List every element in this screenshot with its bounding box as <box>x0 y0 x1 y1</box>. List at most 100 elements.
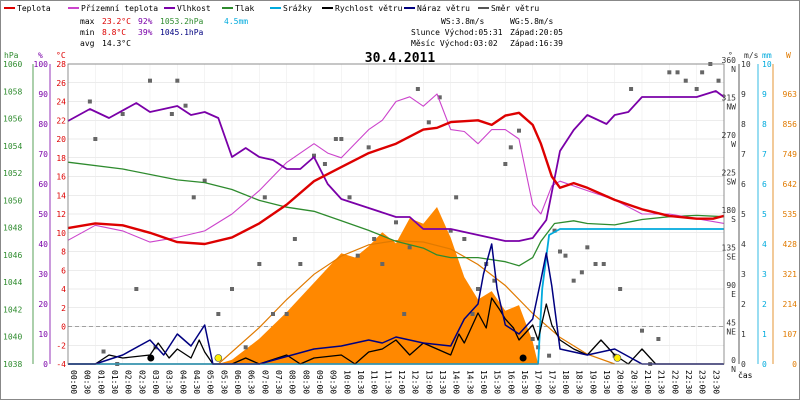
axis-label-x: čas <box>738 370 753 380</box>
wind-direction-point <box>183 103 188 108</box>
wind-direction-point <box>202 178 207 183</box>
tick-label-x: 02:00 <box>124 370 133 394</box>
plot-frame <box>67 63 725 365</box>
wind-direction-point <box>284 312 289 316</box>
axis-unit-w: W <box>786 51 791 60</box>
wind-direction-point <box>380 262 385 266</box>
tick-label-mm: 4 <box>762 240 767 249</box>
tick-label-w: 428 <box>783 240 798 249</box>
tick-label-x: 13:30 <box>438 370 447 394</box>
tick-label-w: 749 <box>783 150 798 159</box>
wind-direction-point <box>243 345 248 350</box>
temperature-line <box>67 111 725 246</box>
legend-label: Směr větru <box>491 4 539 13</box>
tick-label-x: 07:00 <box>260 370 269 394</box>
tick-label-x: 11:00 <box>370 370 379 394</box>
tick-label-c: 24 <box>56 98 66 107</box>
wind-direction-point <box>470 312 475 316</box>
tick-label-x: 19:30 <box>602 370 611 394</box>
tick-label-x: 19:00 <box>588 370 597 394</box>
tick-label-x: 21:00 <box>643 370 652 394</box>
tick-label-x: 05:30 <box>219 370 228 394</box>
wind-direction-point <box>579 270 584 275</box>
wind-direction-point <box>618 287 623 291</box>
tick-label-x: 22:30 <box>684 370 693 394</box>
tick-label-x: 03:00 <box>151 370 160 394</box>
tick-label-w: 856 <box>783 120 798 129</box>
wind-direction-point <box>366 145 371 150</box>
wind-direction-point <box>585 245 590 250</box>
tick-label-x: 14:00 <box>452 370 461 394</box>
wind-direction-point <box>101 349 106 354</box>
tick-label-pct: 60 <box>38 180 48 189</box>
tick-label-c: 18 <box>56 154 66 163</box>
tick-label-c: -2 <box>56 341 66 350</box>
tick-label-ms: 5 <box>741 210 746 219</box>
wind-direction-point <box>675 70 680 75</box>
tick-label-c: 16 <box>56 173 66 182</box>
axis-unit-c: °C <box>56 51 66 60</box>
tick-label-hpa: 1048 <box>3 224 22 233</box>
tick-label-pct: 0 <box>43 360 48 369</box>
tick-label-c: 10 <box>56 229 66 238</box>
tick-label-compass: E <box>731 290 736 299</box>
tick-label-c: 6 <box>61 266 66 275</box>
tick-label-pct: 10 <box>38 330 48 339</box>
tick-label-ms: 10 <box>741 60 751 69</box>
axis-unit-ms: m/s <box>744 51 759 60</box>
tick-label-compass: SW <box>726 178 736 187</box>
tick-label-ms: 1 <box>741 330 746 339</box>
moon-marker <box>519 354 527 362</box>
tick-label-x: 18:30 <box>575 370 584 394</box>
tick-label-ms: 2 <box>741 300 746 309</box>
tick-label-x: 06:30 <box>247 370 256 394</box>
wind-direction-point <box>426 120 431 125</box>
wind-direction-point <box>134 287 139 291</box>
tick-label-hpa: 1056 <box>3 115 22 124</box>
tick-label-compass: NW <box>726 103 736 112</box>
stats-block: max 23.2°C 92% 1053.2hPa 4.5mm min 8.8°C 39% 104… <box>80 17 563 48</box>
axis-unit-mm: mm <box>762 51 772 60</box>
right-axes: ° m/s mm W0N45NE90E135SE180S225SW270W315NW3… <box>722 51 798 374</box>
sun-marker <box>613 354 622 362</box>
solar-clear-sky-line <box>217 239 615 365</box>
wind-direction-point <box>437 95 442 100</box>
wind-direction-point <box>415 87 420 91</box>
tick-label-w: 0 <box>792 360 797 369</box>
legend-label: Teplota <box>17 4 51 13</box>
tick-label-direction: 270 <box>722 131 737 140</box>
axis-unit-pct: % <box>38 51 43 60</box>
wind-direction-point <box>508 145 513 150</box>
wind-direction-point <box>169 112 174 116</box>
tick-label-ms: 9 <box>741 90 746 99</box>
x-axis: 00:00 00:30 01:00 01:30 02:00 02:30 03:00 03:30… <box>69 370 753 394</box>
tick-label-ms: 3 <box>741 270 746 279</box>
tick-label-ms: 6 <box>741 180 746 189</box>
tick-label-x: 04:00 <box>178 370 187 394</box>
wind-direction-point <box>191 195 196 200</box>
tick-label-x: 08:00 <box>288 370 297 394</box>
tick-label-mm: 3 <box>762 270 767 279</box>
wind-direction-point <box>87 99 92 104</box>
tick-label-x: 21:30 <box>657 370 666 394</box>
wind-direction-point <box>312 153 316 158</box>
wind-direction-point <box>402 312 407 316</box>
tick-label-x: 15:30 <box>493 370 502 394</box>
tick-label-c: 0 <box>61 323 66 332</box>
legend-label: Rychlost větru <box>335 4 403 13</box>
tick-label-pct: 100 <box>34 60 49 69</box>
tick-label-w: 321 <box>783 270 798 279</box>
tick-label-x: 09:30 <box>329 370 338 394</box>
tick-label-pct: 70 <box>38 150 48 159</box>
tick-label-mm: 2 <box>762 300 767 309</box>
moon-marker <box>147 354 155 362</box>
wind-direction-point <box>492 278 497 283</box>
tick-label-x: 12:00 <box>397 370 406 394</box>
tick-label-compass: W <box>731 140 736 149</box>
tick-label-c: 2 <box>61 304 66 313</box>
tick-label-compass: N <box>731 65 736 74</box>
wind-direction-point <box>462 237 467 241</box>
tick-label-mm: 0 <box>762 360 767 369</box>
wind-direction-point <box>292 237 297 241</box>
wind-direction-point <box>656 337 661 341</box>
